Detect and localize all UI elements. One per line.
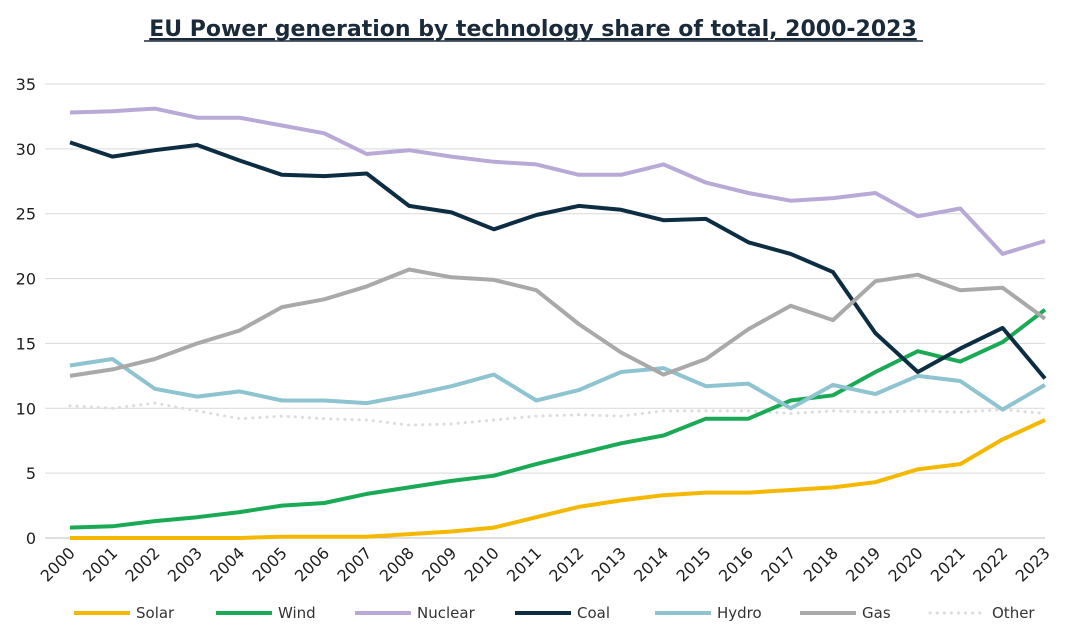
y-tick-label: 10 bbox=[16, 399, 36, 418]
x-axis-tick-labels: 2000 2001 2002 2003 2004 2005 2006 2007 2008 2009… bbox=[37, 543, 1054, 585]
x-tick-label: 2002 bbox=[121, 543, 163, 585]
chart-title: EU Power generation by technology share … bbox=[149, 17, 917, 42]
x-tick-label: 2018 bbox=[800, 543, 842, 585]
x-tick-label: 2008 bbox=[376, 543, 418, 585]
x-tick-label: 2006 bbox=[291, 543, 333, 585]
legend: Solar Wind Nuclear Coal Hydro Gas Other bbox=[74, 604, 1035, 622]
x-tick-label: 2019 bbox=[842, 543, 884, 585]
legend-label-other: Other bbox=[992, 604, 1035, 622]
x-tick-label: 2013 bbox=[588, 543, 630, 585]
gridlines bbox=[45, 83, 1045, 539]
y-tick-label: 30 bbox=[16, 140, 36, 159]
series-line-wind bbox=[69, 308, 1047, 530]
legend-label-wind: Wind bbox=[278, 604, 316, 622]
legend-label-gas: Gas bbox=[862, 604, 891, 622]
x-tick-label: 2021 bbox=[927, 543, 969, 585]
x-tick-label: 2007 bbox=[333, 543, 375, 585]
y-tick-label: 15 bbox=[16, 334, 36, 353]
series-line-other bbox=[68, 401, 1047, 427]
x-tick-label: 2023 bbox=[1012, 543, 1054, 585]
y-tick-label: 20 bbox=[16, 270, 36, 289]
x-tick-label: 2004 bbox=[206, 543, 248, 585]
x-tick-label: 2010 bbox=[461, 543, 503, 585]
x-tick-label: 2016 bbox=[715, 543, 757, 585]
legend-label-solar: Solar bbox=[136, 604, 175, 622]
series-line-coal bbox=[69, 140, 1047, 380]
x-tick-label: 2022 bbox=[969, 543, 1011, 585]
y-tick-label: 25 bbox=[16, 205, 36, 224]
y-axis-tick-labels: 0 5 10 15 20 25 30 35 bbox=[16, 75, 36, 548]
series-line-solar bbox=[70, 418, 1046, 540]
x-tick-label: 2017 bbox=[757, 543, 799, 585]
legend-label-hydro: Hydro bbox=[717, 604, 762, 622]
x-tick-label: 2009 bbox=[418, 543, 460, 585]
y-tick-label: 5 bbox=[26, 464, 36, 483]
series-lines bbox=[68, 106, 1047, 540]
x-tick-label: 2001 bbox=[79, 543, 121, 585]
series-line-gas bbox=[69, 267, 1047, 378]
x-tick-label: 2015 bbox=[672, 543, 714, 585]
y-tick-label: 35 bbox=[16, 75, 36, 94]
series-line-hydro bbox=[69, 357, 1047, 412]
x-tick-label: 2012 bbox=[545, 543, 587, 585]
y-tick-label: 0 bbox=[26, 529, 36, 548]
series-line-nuclear bbox=[69, 106, 1046, 256]
x-tick-label: 2003 bbox=[164, 543, 206, 585]
x-tick-label: 2011 bbox=[503, 543, 545, 585]
x-tick-label: 2000 bbox=[37, 543, 79, 585]
x-tick-label: 2014 bbox=[630, 543, 672, 585]
legend-label-coal: Coal bbox=[577, 604, 610, 622]
legend-label-nuclear: Nuclear bbox=[417, 604, 476, 622]
x-tick-label: 2005 bbox=[249, 543, 291, 585]
x-tick-label: 2020 bbox=[884, 543, 926, 585]
